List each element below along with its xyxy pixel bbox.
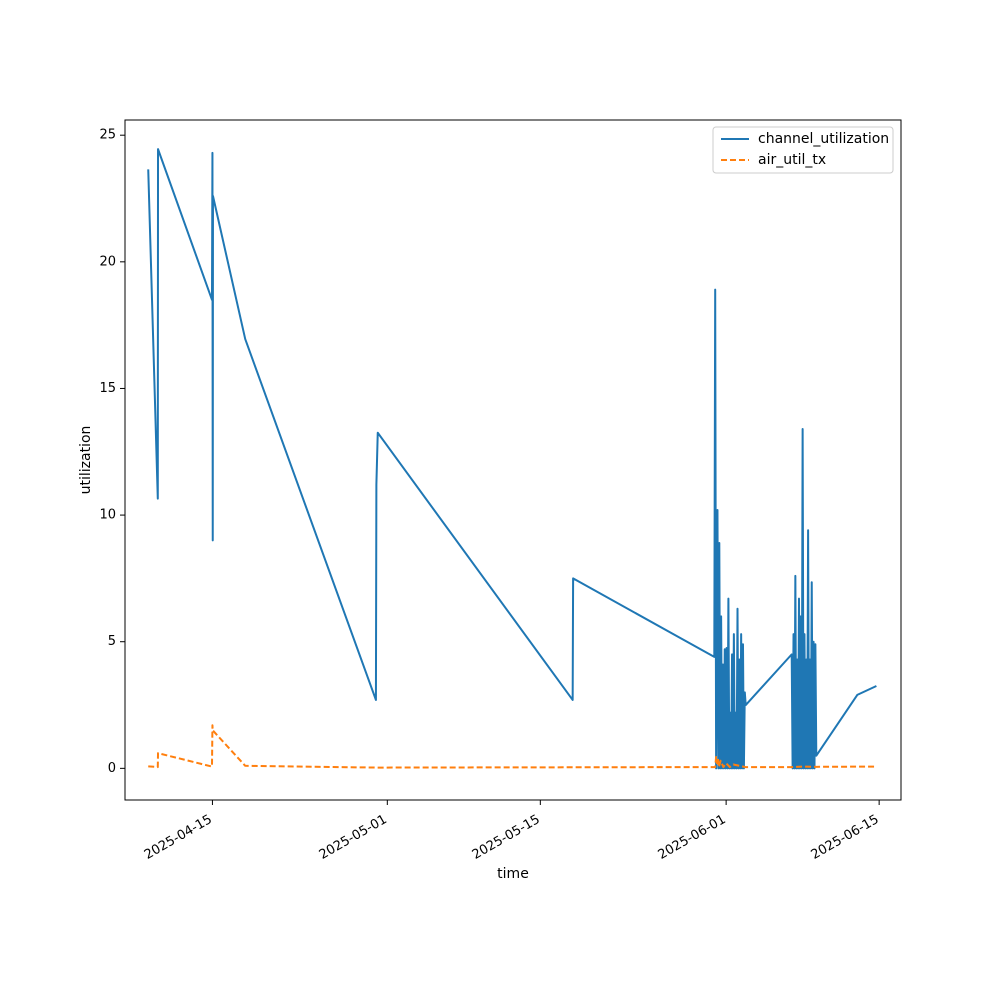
plot-frame bbox=[124, 119, 902, 801]
y-tick-label: 10 bbox=[99, 508, 116, 523]
series-line-air-util-tx bbox=[148, 724, 877, 769]
y-tick-label: 25 bbox=[99, 128, 116, 143]
legend-label: air_util_tx bbox=[758, 152, 826, 168]
y-tick-label: 0 bbox=[108, 761, 116, 776]
legend-box bbox=[712, 126, 894, 174]
y-tick-label: 20 bbox=[99, 254, 116, 269]
legend-label: channel_utilization bbox=[758, 131, 889, 147]
y-tick-label: 15 bbox=[99, 381, 116, 396]
x-axis-label: time bbox=[497, 866, 529, 882]
y-tick-label: 5 bbox=[108, 634, 116, 649]
y-axis-label: utilization bbox=[78, 426, 94, 495]
series-line-channel-utilization bbox=[147, 148, 877, 770]
legend: channel_utilization air_util_tx bbox=[712, 126, 894, 174]
